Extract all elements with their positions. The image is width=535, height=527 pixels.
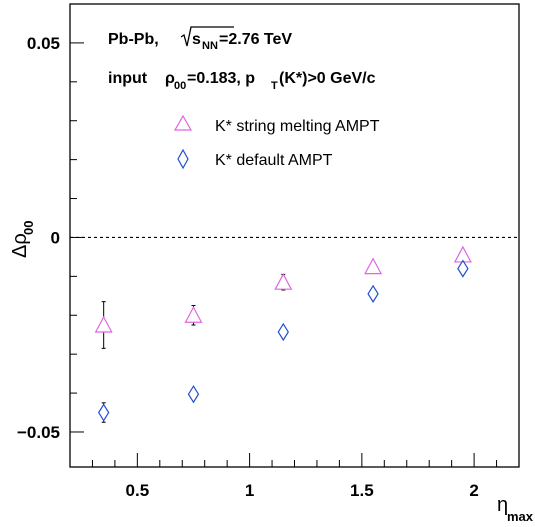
annotation-energy-value: =2.76 TeV <box>219 31 292 48</box>
x-axis-title: η <box>497 494 508 516</box>
annotation-input: input <box>108 70 148 87</box>
annotation-rho: ρ <box>165 70 175 87</box>
data-point-default <box>277 322 289 342</box>
data-layer <box>94 245 472 423</box>
sqrt-sign <box>180 26 234 47</box>
x-tick-label: 2 <box>469 481 478 500</box>
legend-label-string-melting: K* string melting AMPT <box>215 118 380 135</box>
legend: K* string melting AMPT K* default AMPT <box>173 114 380 170</box>
data-point-string-melting <box>364 257 383 275</box>
y-tick-label: −0.05 <box>17 423 60 442</box>
data-point-default <box>97 403 110 422</box>
x-tick-label: 1 <box>245 481 254 500</box>
annotation-energy-symbol: s <box>192 31 201 48</box>
data-point-default <box>367 284 379 303</box>
data-point-string-melting <box>274 272 293 290</box>
data-point-default <box>457 259 469 278</box>
data-point-string-melting <box>184 305 203 323</box>
legend-marker-string-melting <box>173 114 193 131</box>
annotation-rho-subscript: 00 <box>174 80 186 92</box>
annotation-rho-value: =0.183, p <box>187 70 255 87</box>
annotation-energy-subscript: NN <box>202 40 218 52</box>
y-axis-title-subscript: 00 <box>21 221 36 235</box>
x-tick-label: 1.5 <box>350 481 374 500</box>
annotation-system: Pb-Pb, <box>108 31 159 48</box>
legend-label-default: K* default AMPT <box>215 152 333 169</box>
x-axis-title-subscript: max <box>507 509 534 524</box>
tick-layer: 0.5 1 1.5 2 0.05 0 −0.05 <box>17 3 520 500</box>
data-point-string-melting <box>94 315 113 333</box>
data-point-default <box>187 385 200 404</box>
y-axis-title: Δρ 00 <box>9 221 36 258</box>
annotation-pt-subscript: T <box>271 80 278 92</box>
y-axis-title-text: Δρ <box>9 233 31 258</box>
x-tick-label: 0.5 <box>126 481 150 500</box>
y-tick-label: 0.05 <box>27 34 60 53</box>
y-tick-label: 0 <box>51 228 60 247</box>
annotation-pt-condition: (K*)>0 GeV/c <box>279 70 376 87</box>
legend-marker-default <box>177 148 189 170</box>
